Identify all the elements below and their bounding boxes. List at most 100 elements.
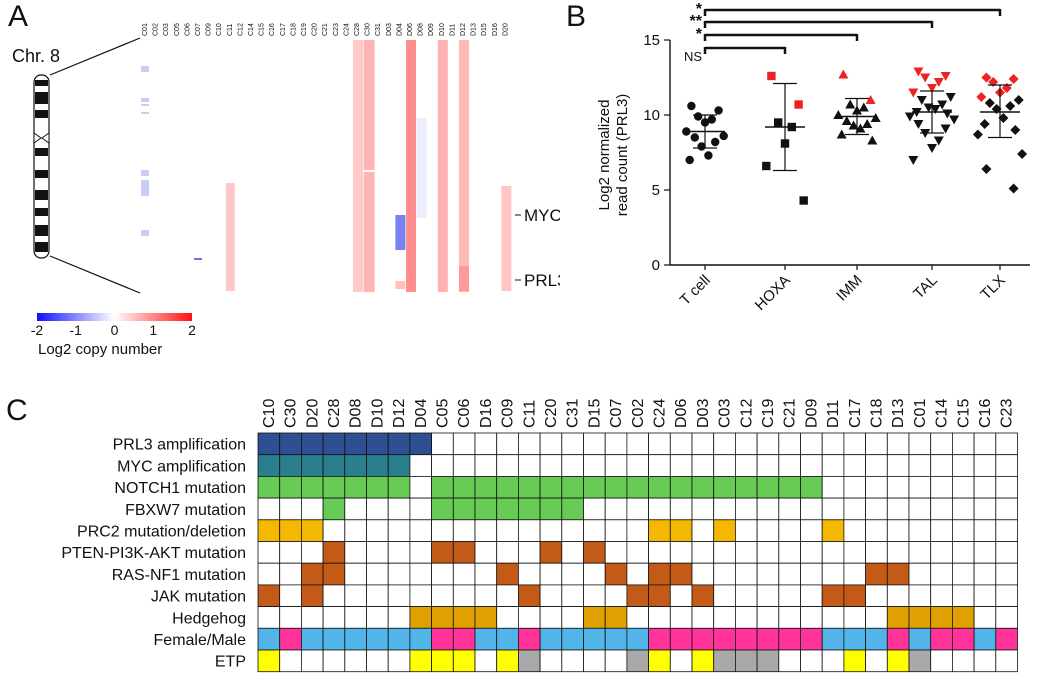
column-label: C28 — [326, 399, 343, 428]
point-triangle-up — [838, 69, 849, 79]
oncoprint-cell — [539, 541, 563, 564]
oncoprint-cell — [257, 606, 281, 629]
oncoprint-cell — [843, 649, 867, 673]
oncoprint-cell — [821, 497, 845, 521]
oncoprint-cell — [626, 519, 650, 542]
oncoprint-cell — [322, 519, 346, 542]
cn-segment-gain — [501, 186, 512, 291]
oncoprint-cell — [800, 649, 823, 673]
cn-segment-gain — [406, 40, 416, 292]
oncoprint-cell — [626, 432, 650, 456]
point-triangle-down — [930, 105, 941, 114]
oncoprint-cell — [496, 606, 519, 629]
oncoprint-cell — [995, 497, 1018, 521]
oncoprint-cell — [669, 627, 693, 651]
oncoprint-cell — [300, 606, 324, 629]
oncoprint-cell — [604, 562, 628, 586]
oncoprint-cell — [800, 476, 823, 499]
point-circle — [685, 155, 694, 165]
sample-label: D13 — [471, 23, 478, 36]
oncoprint-cell — [300, 454, 324, 477]
oncoprint-cell — [366, 584, 389, 607]
oncoprint-cell — [279, 519, 302, 542]
point-triangle-down — [937, 100, 948, 110]
oncoprint-cell — [539, 454, 563, 477]
cn-segment-loss — [141, 230, 149, 236]
oncoprint-cell — [539, 432, 563, 456]
oncoprint-cell — [669, 606, 693, 629]
oncoprint-cell — [561, 519, 584, 542]
sample-label: D12 — [460, 23, 467, 36]
oncoprint-cell — [865, 454, 888, 477]
oncoprint-cell — [756, 562, 780, 586]
oncoprint-cell — [865, 584, 888, 607]
panel-b: B Log2 normalized read count (PRL3) 0 5 10… — [560, 0, 1050, 345]
sample-label: D09 — [428, 23, 435, 36]
oncoprint-cell — [669, 432, 693, 456]
oncoprint-cell — [735, 541, 758, 564]
oncoprint-cell — [496, 497, 519, 521]
column-label: C31 — [565, 399, 582, 428]
oncoprint-cell — [257, 476, 281, 499]
column-label: C17 — [847, 399, 864, 428]
oncoprint-cell — [865, 519, 888, 542]
oncoprint-cell — [452, 454, 476, 477]
oncoprint-cell — [409, 497, 432, 521]
sample-label: C02 — [153, 23, 160, 36]
panel-a-letter: A — [8, 0, 28, 33]
oncoprint-cell — [322, 562, 346, 586]
oncoprint-cell — [930, 627, 953, 651]
point-square — [774, 118, 783, 127]
oncoprint-cell — [800, 627, 823, 651]
oncoprint-cell — [366, 649, 389, 673]
oncoprint-cell — [604, 476, 628, 499]
column-label: C09 — [500, 399, 517, 428]
oncoprint-cell — [344, 519, 367, 542]
oncoprint-cell — [691, 497, 715, 521]
oncoprint-cell — [409, 627, 432, 651]
oncoprint-cell — [778, 476, 801, 499]
oncoprint-cell — [561, 606, 584, 629]
oncoprint-cell — [474, 584, 498, 607]
cn-segment-gain — [395, 281, 406, 289]
oncoprint-cell — [387, 562, 411, 586]
oncoprint-cell — [452, 562, 476, 586]
oncoprint-cell — [669, 562, 693, 586]
oncoprint-cell — [952, 497, 975, 521]
oncoprint-cell — [843, 497, 867, 521]
oncoprint-cell — [431, 649, 454, 673]
oncoprint-cell — [821, 519, 845, 542]
column-label: C19 — [760, 399, 777, 428]
oncoprint-cell — [648, 606, 671, 629]
oncoprint-cell — [952, 649, 975, 673]
oncoprint-cell — [387, 627, 411, 651]
oncoprint-cell — [583, 454, 606, 477]
point-diamond — [984, 98, 995, 108]
oncoprint-cell — [279, 627, 302, 651]
sample-label: C18 — [290, 23, 297, 36]
oncoprint-cell — [865, 497, 888, 521]
oncoprint-cell — [648, 497, 671, 521]
data-points — [682, 67, 1028, 205]
oncoprint-cell — [366, 476, 389, 499]
oncoprint-cell — [366, 454, 389, 477]
oncoprint-cell — [713, 497, 736, 521]
oncoprint-cell — [583, 649, 606, 673]
point-circle — [687, 101, 696, 111]
oncoprint-cell — [452, 584, 476, 607]
oncoprint-cell — [691, 541, 715, 564]
oncoprint-cell — [995, 584, 1018, 607]
y-tick-label: 10 — [643, 107, 660, 124]
oncoprint-cell — [496, 541, 519, 564]
oncoprint-cell — [474, 562, 498, 586]
oncoprint-cell — [387, 606, 411, 629]
oncoprint-cell — [669, 476, 693, 499]
chromosome-band — [35, 148, 48, 156]
oncoprint-cell — [930, 454, 953, 477]
oncoprint-cell — [474, 497, 498, 521]
chromosome-band — [35, 170, 48, 178]
point-triangle-up — [870, 113, 881, 122]
sample-labels: C01 C02 C03 C05 C06 C07 C09 C10 C11 C12 C14 C15 C16 C… — [142, 23, 509, 36]
oncoprint-cell — [886, 627, 910, 651]
oncoprint-cell — [257, 584, 281, 607]
